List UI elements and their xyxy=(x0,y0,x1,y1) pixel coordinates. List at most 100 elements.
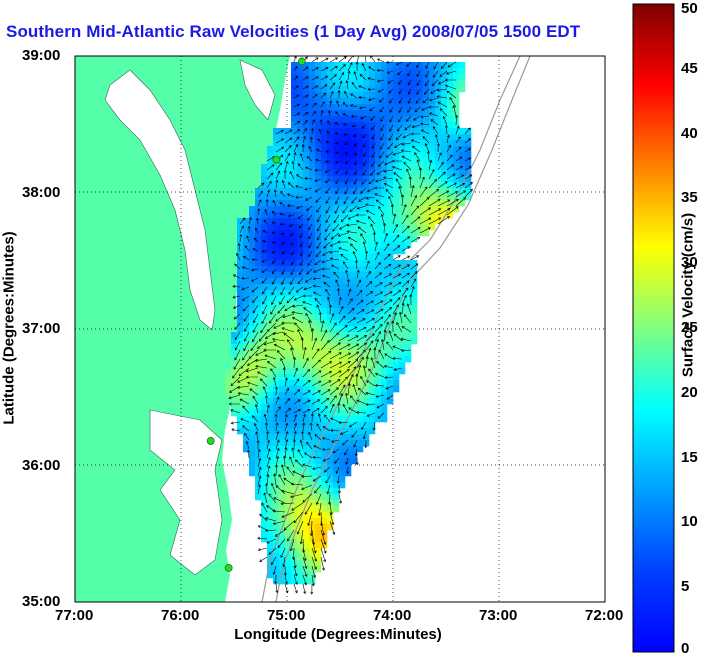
velocity-cell xyxy=(417,188,424,195)
current-arrow xyxy=(464,148,471,153)
current-arrow xyxy=(280,286,286,296)
current-arrow xyxy=(329,90,334,99)
velocity-cell xyxy=(285,284,292,291)
velocity-cell xyxy=(243,332,250,339)
current-arrow xyxy=(350,93,358,99)
current-arrow xyxy=(371,151,376,158)
velocity-cell xyxy=(405,188,412,195)
velocity-cell xyxy=(315,470,322,477)
current-arrow xyxy=(284,137,293,144)
current-arrow xyxy=(371,160,376,167)
current-arrow xyxy=(284,387,289,396)
current-arrow xyxy=(257,208,261,216)
velocity-cell xyxy=(369,362,376,369)
velocity-cell xyxy=(309,158,316,165)
current-arrow xyxy=(237,242,241,252)
velocity-cell xyxy=(381,170,388,177)
velocity-cell xyxy=(273,500,280,507)
velocity-cell xyxy=(273,422,280,429)
velocity-cell xyxy=(285,578,292,585)
velocity-cell xyxy=(321,440,328,447)
velocity-cell xyxy=(363,398,370,405)
velocity-cell xyxy=(309,458,316,465)
velocity-cell xyxy=(411,278,418,285)
velocity-cell xyxy=(297,578,304,585)
velocity-cell xyxy=(357,248,364,255)
velocity-cell xyxy=(267,398,274,405)
current-arrow xyxy=(392,356,403,361)
velocity-cell xyxy=(363,230,370,237)
velocity-cell xyxy=(429,122,436,129)
velocity-cell xyxy=(369,182,376,189)
velocity-cell xyxy=(357,134,364,141)
velocity-cell xyxy=(387,344,394,351)
velocity-cell xyxy=(441,158,448,165)
velocity-cell xyxy=(291,200,298,207)
current-arrow xyxy=(338,376,348,387)
velocity-cell xyxy=(321,434,328,441)
current-arrow xyxy=(360,233,367,243)
current-arrow xyxy=(281,511,295,518)
current-arrow xyxy=(376,169,385,175)
velocity-cell xyxy=(285,368,292,375)
chesapeake-bay xyxy=(104,69,216,331)
velocity-cell xyxy=(387,362,394,369)
current-arrow xyxy=(344,142,349,146)
velocity-cell xyxy=(279,476,286,483)
velocity-cell xyxy=(297,434,304,441)
velocity-cell xyxy=(447,80,454,87)
velocity-cell xyxy=(327,98,334,105)
velocity-cell xyxy=(345,362,352,369)
current-arrow xyxy=(332,223,340,232)
velocity-cell xyxy=(327,110,334,117)
velocity-cell xyxy=(303,554,310,561)
velocity-cell xyxy=(279,380,286,387)
velocity-cell xyxy=(381,242,388,249)
velocity-cell xyxy=(273,536,280,543)
velocity-cell xyxy=(333,374,340,381)
current-arrow xyxy=(366,380,376,387)
velocity-cell xyxy=(339,296,346,303)
velocity-cell xyxy=(381,362,388,369)
velocity-cell xyxy=(375,266,382,273)
velocity-cell xyxy=(375,188,382,195)
current-arrow xyxy=(311,111,316,117)
current-arrow xyxy=(383,182,394,189)
velocity-cell xyxy=(243,254,250,261)
velocity-cell xyxy=(387,218,394,225)
current-arrow xyxy=(325,187,331,194)
velocity-cell xyxy=(303,236,310,243)
current-arrow xyxy=(263,219,268,225)
velocity-cell xyxy=(255,224,262,231)
velocity-cell xyxy=(345,422,352,429)
velocity-cell xyxy=(351,266,358,273)
velocity-cell xyxy=(423,170,430,177)
current-arrow xyxy=(272,199,277,207)
velocity-cell xyxy=(429,194,436,201)
velocity-cell xyxy=(357,398,364,405)
velocity-cell xyxy=(291,68,298,75)
velocity-cell xyxy=(255,248,262,255)
velocity-cell xyxy=(441,146,448,153)
velocity-cell xyxy=(429,158,436,165)
velocity-cell xyxy=(363,236,370,243)
velocity-cell xyxy=(267,146,274,153)
velocity-cell xyxy=(369,140,376,147)
current-arrow xyxy=(383,169,394,173)
velocity-cell xyxy=(309,140,316,147)
current-arrow xyxy=(246,449,251,459)
current-arrow xyxy=(248,349,259,359)
velocity-cell xyxy=(285,206,292,213)
velocity-cell xyxy=(255,398,262,405)
velocity-cell xyxy=(261,302,268,309)
velocity-cell xyxy=(393,380,400,387)
velocity-cell xyxy=(459,128,466,135)
velocity-cell xyxy=(411,206,418,213)
current-arrow xyxy=(347,214,358,220)
velocity-cell xyxy=(321,230,328,237)
velocity-cell xyxy=(411,290,418,297)
current-arrow xyxy=(328,493,332,505)
velocity-cell xyxy=(243,356,250,363)
velocity-cell xyxy=(351,236,358,243)
velocity-cell xyxy=(357,314,364,321)
